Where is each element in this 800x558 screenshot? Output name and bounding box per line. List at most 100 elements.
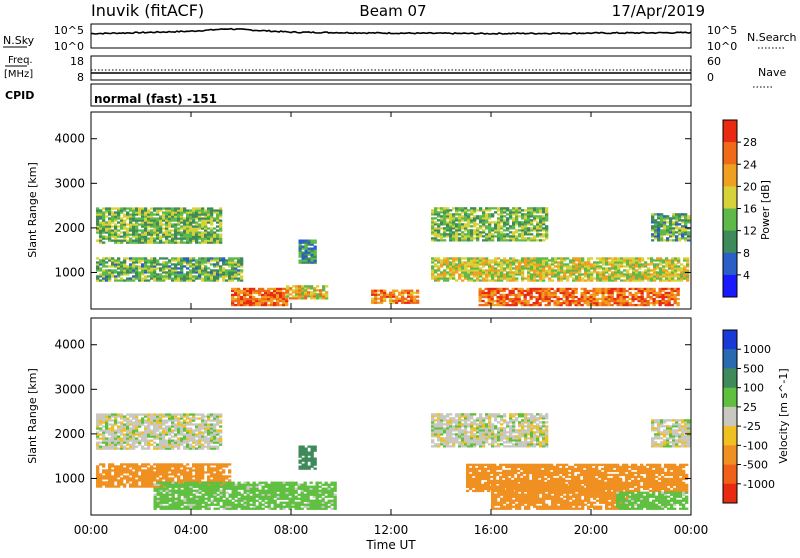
heatmap-cell [485,239,488,241]
heatmap-cell [681,225,684,227]
heatmap-cell [307,285,310,287]
heatmap-cell [506,261,509,263]
heatmap-cell [548,277,551,279]
heatmap-cell [512,304,515,306]
heatmap-cell [96,213,99,215]
heatmap-cell [138,259,141,261]
heatmap-cell [135,213,138,215]
heatmap-cell [509,237,512,239]
heatmap-cell [235,508,238,510]
heatmap-cell [485,296,488,298]
heatmap-cell [210,435,213,437]
heatmap-cell [533,211,536,213]
heatmap-cell [530,275,533,277]
heatmap-cell [638,261,641,263]
heatmap-cell [235,484,238,486]
heatmap-cell [138,236,141,238]
heatmap-cell [663,219,666,221]
heatmap-cell [542,221,545,223]
heatmap-cell [229,482,232,484]
heatmap-cell [295,285,298,287]
heatmap-cell [150,433,153,435]
heatmap-cell [234,298,237,300]
heatmap-cell [286,293,289,295]
heatmap-cell [174,211,177,213]
heatmap-cell [150,431,153,433]
heatmap-cell [186,421,189,423]
heatmap-cell [154,508,157,510]
heatmap-cell [515,267,518,269]
heatmap-cell [638,257,641,259]
heatmap-cell [252,292,255,294]
heatmap-cell [246,304,249,306]
heatmap-cell [198,261,201,263]
heatmap-cell [159,223,162,225]
heatmap-cell [180,257,183,259]
heatmap-cell [305,250,308,252]
heatmap-cell [322,285,325,287]
heatmap-cell [183,265,186,267]
freq-left-label-unit: [MHz] [4,69,33,80]
heatmap-cell [677,298,680,300]
heatmap-cell [542,265,545,267]
heatmap-cell [141,477,144,479]
heatmap-cell [156,471,159,473]
heatmap-cell [153,227,156,229]
heatmap-cell [120,209,123,211]
heatmap-cell [174,267,177,269]
heatmap-cell [192,435,195,437]
heatmap-cell [162,442,165,444]
heatmap-cell [660,231,663,233]
heatmap-cell [168,259,171,261]
heatmap-cell [563,294,566,296]
heatmap-cell [491,277,494,279]
heatmap-cell [608,288,611,290]
heatmap-cell [216,473,219,475]
heatmap-cell [153,433,156,435]
heatmap-cell [545,233,548,235]
heatmap-cell [234,267,237,269]
heatmap-cell [159,269,162,271]
heatmap-cell [681,235,684,237]
heatmap-cell [302,252,305,254]
heatmap-cell [437,219,440,221]
heatmap-cell [177,261,180,263]
heatmap-cell [211,492,214,494]
heatmap-cell [533,235,536,237]
heatmap-cell [187,504,190,506]
heatmap-cell [111,219,114,221]
heatmap-cell [171,234,174,236]
heatmap-cell [159,229,162,231]
heatmap-cell [216,413,219,415]
heatmap-cell [189,269,192,271]
heatmap-cell [192,211,195,213]
heatmap-cell [184,490,187,492]
heatmap-cell [105,440,108,442]
heatmap-cell [587,269,590,271]
heatmap-cell [114,467,117,469]
heatmap-cell [129,209,132,211]
heatmap-cell [186,279,189,281]
heatmap-cell [96,217,99,219]
heatmap-cell [551,269,554,271]
heatmap-cell [647,302,650,304]
heatmap-cell [476,235,479,237]
heatmap-cell [147,213,150,215]
heatmap-cell [515,211,518,213]
heatmap-cell [120,227,123,229]
heatmap-cell [322,297,325,299]
heatmap-cell [238,482,241,484]
heatmap-cell [551,288,554,290]
heatmap-cell [638,292,641,294]
heatmap-cell [455,213,458,215]
heatmap-cell [509,257,512,259]
heatmap-cell [458,223,461,225]
heatmap-cell [255,302,258,304]
heatmap-cell [608,273,611,275]
heatmap-cell [509,239,512,241]
heatmap-cell [440,271,443,273]
heatmap-cell [141,473,144,475]
heatmap-cell [434,263,437,265]
heatmap-cell [377,294,380,296]
heatmap-cell [183,259,186,261]
